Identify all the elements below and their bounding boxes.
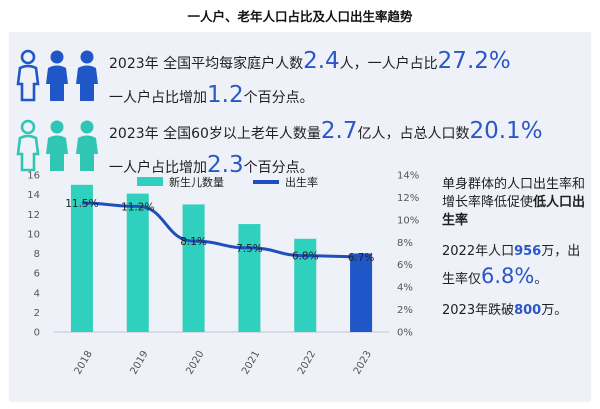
- y-right-tick-label: 4%: [397, 283, 413, 294]
- birth-rate-label: 6.7%: [348, 252, 375, 264]
- bar-2021: [238, 224, 261, 332]
- stat-number: 20.1%: [469, 118, 543, 144]
- y-right-tick-label: 8%: [397, 238, 413, 249]
- summary-number: 6.8%: [481, 264, 535, 288]
- bar-2019: [126, 193, 149, 332]
- summary-text: 2022年人口: [442, 244, 515, 259]
- summary-text: 万。: [541, 303, 568, 318]
- birth-rate-label: 6.8%: [292, 251, 319, 263]
- summary-paragraph-3: 2023年跌破800万。: [442, 299, 592, 318]
- y-left-tick-label: 2: [34, 308, 40, 319]
- stat-text: 一人户占比增加: [109, 160, 207, 176]
- legend-label-birth-rate: 出生率: [285, 175, 318, 189]
- y-left-tick-label: 12: [27, 210, 40, 221]
- x-tick-label: 2021: [240, 349, 262, 377]
- y-left-tick-label: 14: [27, 190, 40, 201]
- summary-paragraph-1: 单身群体的人口出生率和增长率降低促使低人口出生率: [442, 176, 592, 230]
- birth-chart: 0 2 4 6 8 10 12 14 16 0% 2% 4% 6% 8% 10% 12% 14% 11.5% 11.…: [27, 171, 419, 377]
- stat-row-household: 2023年 全国平均每家庭户人数2.4人，一人户占比27.2% 一人户占比增加1…: [9, 42, 591, 112]
- y-right-tick-label: 6%: [397, 260, 413, 271]
- y-left-tick-label: 16: [27, 171, 40, 182]
- stat-text: 2023年 全国平均每家庭户人数: [109, 56, 304, 72]
- household-line: 2023年 全国平均每家庭户人数2.4人，一人户占比27.2%: [109, 48, 511, 74]
- elderly-increase-line: 一人户占比增加2.3个百分点。: [109, 152, 314, 178]
- x-tick-label: 2020: [184, 349, 206, 377]
- bar-2023: [350, 253, 373, 332]
- x-tick-label: 2018: [73, 349, 95, 377]
- birth-rate-label: 7.5%: [236, 243, 263, 255]
- stat-text: 一人户占比增加: [109, 90, 207, 106]
- summary-text: 2023年跌破: [442, 303, 515, 318]
- y-right-tick-label: 14%: [397, 171, 419, 182]
- side-summary: 单身群体的人口出生率和增长率降低促使低人口出生率 2022年人口956万，出生率…: [442, 176, 592, 318]
- stat-number: 2.3: [207, 152, 244, 178]
- x-tick-label: 2023: [352, 349, 374, 377]
- stat-number: 27.2%: [437, 48, 511, 74]
- y-right-tick-label: 12%: [397, 193, 419, 204]
- y-left-tick-label: 4: [34, 288, 40, 299]
- summary-text: 单身群体的人口出生率和增长率降低促使: [442, 177, 586, 210]
- summary-emphasis: 低人口出生率: [442, 195, 586, 228]
- stat-text: 人，一人户占比: [339, 56, 438, 72]
- y-left-tick-label: 0: [34, 328, 40, 339]
- summary-number: 956: [514, 244, 542, 259]
- y-left-tick-label: 6: [34, 269, 40, 280]
- stat-number: 2.7: [320, 118, 358, 144]
- y-right-tick-label: 10%: [397, 215, 419, 226]
- bar-2022: [294, 238, 317, 332]
- summary-text: 。: [534, 272, 548, 287]
- birth-rate-label: 11.5%: [65, 198, 98, 210]
- stat-row-elderly: 2023年 全国60岁以上老年人数量2.7亿人，占总人口数20.1% 一人户占比…: [9, 112, 591, 182]
- stat-number: 2.4: [303, 48, 340, 74]
- y-right-tick-label: 0%: [397, 328, 413, 339]
- birth-rate-label: 11.2%: [121, 201, 154, 213]
- legend-label-births: 新生儿数量: [169, 175, 224, 189]
- x-tick-label: 2022: [296, 349, 318, 377]
- birth-rate-line: [81, 201, 362, 259]
- family-icon: [16, 49, 98, 102]
- y-left-tick-label: 10: [27, 229, 40, 240]
- stat-text: 个百分点。: [243, 90, 314, 106]
- summary-text: 万，出生率仅: [442, 244, 581, 287]
- summary-paragraph-2: 2022年人口956万，出生率仅6.8%。: [442, 240, 592, 292]
- y-right-tick-label: 2%: [397, 305, 413, 316]
- info-panel: 2023年 全国平均每家庭户人数2.4人，一人户占比27.2% 一人户占比增加1…: [9, 32, 591, 402]
- bar-2018: [70, 184, 93, 332]
- bar-2020: [182, 204, 205, 332]
- household-increase-line: 一人户占比增加1.2个百分点。: [109, 82, 314, 108]
- legend-swatch-births: [137, 177, 163, 186]
- legend-swatch-birth-rate: [253, 180, 279, 184]
- chart-title: 一人户、老年人口占比及人口出生率趋势: [187, 9, 413, 24]
- y-left-tick-label: 8: [34, 249, 40, 260]
- stat-number: 1.2: [207, 82, 244, 108]
- stat-text: 个百分点。: [243, 160, 314, 176]
- elderly-line: 2023年 全国60岁以上老年人数量2.7亿人，占总人口数20.1%: [109, 118, 543, 144]
- stat-text: 亿人，占总人口数: [357, 126, 470, 142]
- summary-number: 800: [514, 303, 542, 318]
- elderly-icon: [16, 119, 98, 172]
- x-tick-label: 2019: [128, 349, 150, 377]
- stat-text: 2023年 全国60岁以上老年人数量: [109, 126, 321, 142]
- birth-rate-label: 8.1%: [180, 236, 207, 248]
